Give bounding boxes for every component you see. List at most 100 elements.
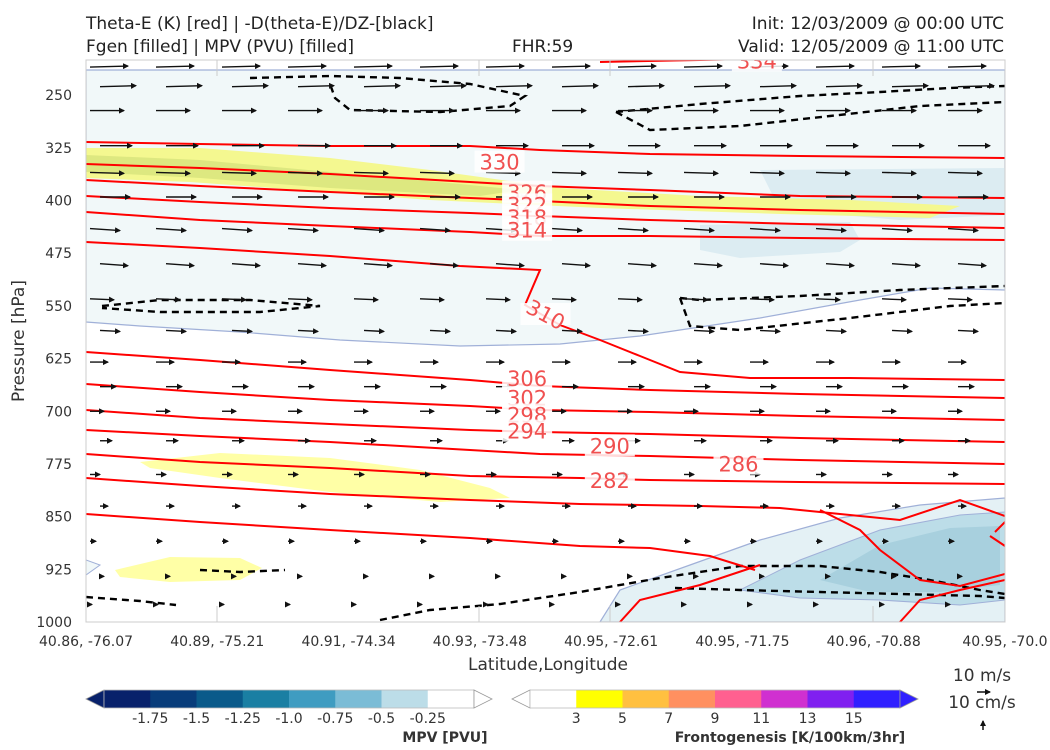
wind-arrow: [287, 296, 313, 303]
wind-arrow: [881, 170, 917, 177]
wind-arrow: [89, 63, 129, 70]
colorbar-segment: [715, 690, 762, 708]
theta-e-label-bg: [520, 303, 571, 326]
wind-arrow: [957, 262, 987, 269]
wind-arrow: [353, 63, 393, 70]
fgen-region-upper-core: [86, 155, 520, 196]
wind-arrow: [155, 63, 195, 70]
y-tick-label: 700: [45, 404, 72, 420]
y-tick-label: 400: [45, 194, 72, 210]
theta-e-294: [86, 429, 1005, 465]
wind-arrow: [155, 296, 181, 303]
wind-arrow: [683, 170, 719, 177]
wind-arrow: [683, 227, 715, 234]
wind-arrow: [815, 296, 841, 303]
wind-arrow: [221, 170, 257, 177]
wind-arrow: [617, 63, 657, 70]
wind-arrow: [815, 63, 855, 70]
wind-arrow: [419, 296, 445, 303]
theta-e-label: 282: [590, 469, 630, 493]
y-tick-label: 475: [45, 246, 72, 262]
init-time: Init: 12/03/2009 @ 00:00 UTC: [751, 14, 1004, 34]
wind-arrow: [693, 328, 715, 335]
wind-arrow: [683, 296, 709, 303]
colorbar-left-cap: [85, 689, 105, 709]
fgen-colorbar: 3 5 7 9 11 13 15: [511, 689, 919, 727]
wind-arrow: [221, 63, 261, 70]
title-line-2: Fgen [filled] | MPV (PVU) [filled]: [86, 37, 355, 57]
x-tick-label: 40.86, -76.07: [39, 634, 133, 650]
wind-arrow: [363, 262, 393, 269]
theta-e-label: 286: [718, 453, 758, 477]
colorbar-segment: [335, 690, 382, 708]
wind-key-vertical: 10 cm/s: [948, 693, 1016, 713]
wind-arrow: [353, 296, 379, 303]
wind-arrow: [297, 262, 327, 269]
wind-arrow: [485, 63, 525, 70]
wind-arrow: [221, 296, 247, 303]
wind-arrow: [221, 227, 253, 234]
wind-arrow: [495, 328, 517, 335]
x-tick-label: 40.95, -70.0: [962, 634, 1047, 650]
theta-e-label-bg: [731, 60, 782, 72]
theta-e-label: 294: [507, 420, 547, 444]
colorbar-tick: 7: [664, 711, 673, 727]
wind-arrow: [231, 262, 261, 269]
wind-arrow: [627, 328, 649, 335]
wind-arrow: [881, 296, 907, 303]
colorbar-tick: 11: [752, 711, 770, 727]
colorbar-segment: [381, 690, 429, 708]
wind-arrow: [485, 170, 521, 177]
wind-arrow: [891, 328, 913, 335]
colorbar-tick: 15: [845, 711, 863, 727]
wind-arrow: [363, 328, 385, 335]
colorbar-tick: -1.0: [275, 711, 302, 727]
wind-arrow: [749, 170, 785, 177]
wind-arrow: [495, 262, 525, 269]
wind-arrow: [693, 82, 731, 89]
x-tick-label: 40.96, -70.88: [827, 634, 921, 650]
wind-arrow: [165, 328, 187, 335]
wind-arrow: [353, 170, 389, 177]
colorbar-tick: -1.75: [132, 711, 168, 727]
plot-frame: [85, 59, 1006, 623]
wind-arrow: [419, 227, 451, 234]
wind-key: 10 m/s 10 cm/s: [948, 666, 1016, 730]
mpv-region-lower-left: [86, 559, 102, 576]
theta-e-330: [86, 141, 1005, 159]
theta-e-label-bg: [474, 150, 525, 173]
wind-arrow: [759, 82, 797, 89]
wind-arrow: [561, 82, 599, 89]
wind-arrow: [957, 328, 979, 335]
wind-arrow: [947, 227, 979, 234]
fgen-region-low: [115, 557, 262, 582]
theta-e-label-bg: [713, 452, 764, 475]
x-tick-label: 40.89, -75.21: [170, 634, 264, 650]
wind-arrow: [155, 170, 191, 177]
theta-e-label: 290: [590, 434, 630, 458]
colorbar-segment: [104, 690, 151, 708]
wind-arrow: [165, 262, 195, 269]
wind-arrow: [419, 63, 459, 70]
wind-arrow: [881, 227, 913, 234]
wind-arrow: [485, 296, 511, 303]
wind-arrow: [825, 262, 855, 269]
dthetae-contour-low-small: [199, 568, 286, 574]
y-tick-label: 325: [45, 141, 72, 157]
colorbar-segment: [761, 690, 808, 708]
wind-arrow: [561, 262, 591, 269]
wind-arrow: [165, 82, 203, 89]
wind-arrow: [155, 227, 187, 234]
x-tick-label: 40.95, -72.61: [564, 634, 658, 650]
wind-arrow: [947, 63, 987, 70]
wind-arrow: [749, 227, 781, 234]
y-tick-label: 625: [45, 352, 72, 368]
theta-e-274: [899, 579, 1005, 622]
colorbar-segment: [242, 690, 290, 708]
colorbar-right-cap: [899, 689, 919, 709]
valid-time: Valid: 12/05/2009 @ 11:00 UTC: [738, 37, 1004, 57]
mpv-colorbar-label: MPV [PVU]: [402, 730, 487, 746]
wind-arrow: [551, 227, 583, 234]
wind-arrow: [551, 170, 587, 177]
colorbar-tick: 9: [711, 711, 720, 727]
